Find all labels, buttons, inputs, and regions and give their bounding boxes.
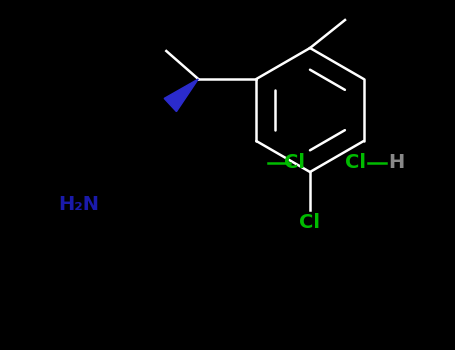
Text: Cl: Cl bbox=[345, 154, 366, 173]
Polygon shape bbox=[164, 79, 198, 112]
Text: Cl: Cl bbox=[284, 154, 305, 173]
Text: H: H bbox=[388, 154, 404, 173]
Text: Cl: Cl bbox=[299, 213, 320, 232]
Text: H₂N: H₂N bbox=[58, 196, 99, 215]
